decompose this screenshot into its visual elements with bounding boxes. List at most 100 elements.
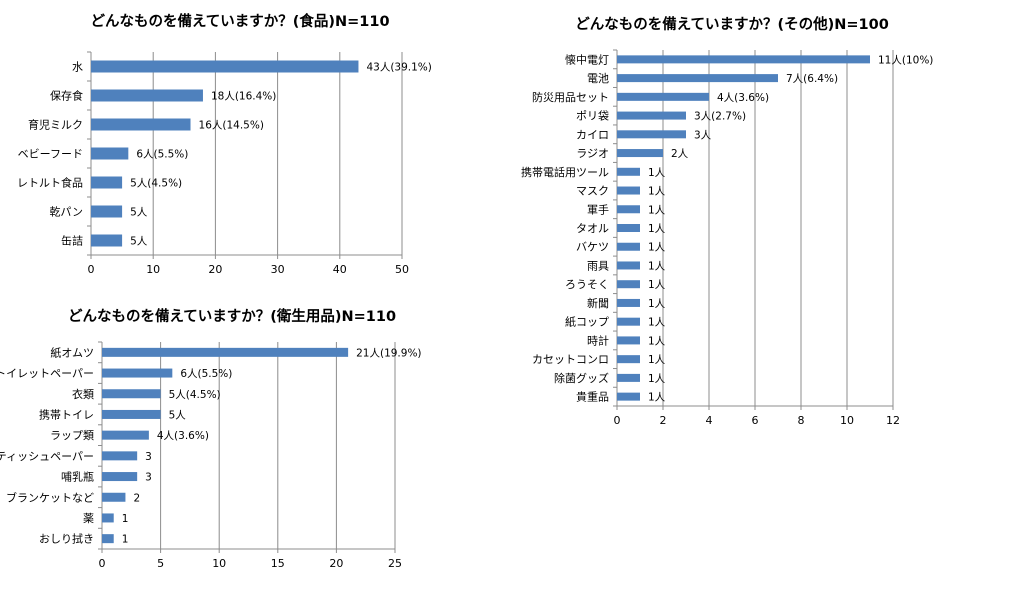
data-label: 7人(6.4%) (786, 73, 838, 85)
bar (617, 336, 640, 345)
data-label: 1人 (648, 279, 666, 291)
bar (91, 89, 203, 102)
x-tick-label: 10 (212, 557, 226, 570)
category-label: 雨具 (587, 259, 609, 272)
bar (617, 373, 640, 382)
category-label: ポリ袋 (576, 109, 609, 123)
category-label: 携帯電話用ツール (521, 165, 609, 179)
bar (91, 60, 359, 73)
bar (102, 472, 138, 482)
bar (617, 111, 686, 120)
bar (617, 205, 640, 214)
data-label: 1人 (648, 167, 666, 179)
data-label: 5人 (130, 236, 148, 248)
x-tick-label: 6 (752, 414, 759, 427)
chart-hygiene: どんなものを備えていますか？(衛生用品)N=110 0 5 10 15 20 25 紙オムツ 2… (0, 307, 422, 570)
bar (617, 392, 640, 401)
bar (617, 149, 663, 158)
category-label: 貴重品 (576, 390, 609, 404)
bar (102, 409, 161, 419)
bar (102, 347, 349, 357)
category-label: 薬 (83, 512, 94, 525)
bar (617, 298, 640, 307)
bar (617, 186, 640, 195)
category-label: カイロ (576, 128, 609, 141)
data-label: 3 (145, 451, 152, 463)
category-label: 時計 (587, 333, 609, 347)
category-label: 電池 (587, 72, 609, 85)
category-label: マスク (576, 185, 609, 198)
x-tick-label: 5 (157, 557, 164, 570)
data-label: 1人 (648, 373, 666, 385)
category-label: レトルト食品 (17, 176, 83, 190)
category-label: おしり拭き (39, 532, 94, 546)
x-tick-label: 20 (329, 557, 343, 570)
x-tick-label: 20 (208, 263, 222, 276)
category-label: 育児ミルク (28, 118, 83, 132)
category-label: 乾パン (49, 206, 83, 219)
category-label: 缶詰 (61, 234, 83, 248)
category-label: 紙オムツ (50, 345, 94, 359)
data-label: 6人(5.5%) (180, 368, 232, 380)
bar (102, 534, 114, 544)
data-label: 5人 (130, 207, 148, 219)
bar (617, 317, 640, 326)
x-tick-label: 4 (706, 414, 713, 427)
category-label: 水 (72, 61, 83, 74)
data-label: 1人 (648, 204, 666, 216)
bar (91, 147, 129, 160)
data-label: 1人 (648, 317, 666, 329)
data-label: 3 (145, 472, 152, 484)
chart-food: どんなものを備えていますか？(食品)N=110 0 10 20 30 40 50 水 43人(3… (17, 12, 432, 276)
data-label: 3人 (694, 129, 712, 141)
bar (91, 205, 123, 218)
x-tick-label: 15 (271, 557, 285, 570)
data-label: 1人 (648, 335, 666, 347)
data-label: 11人(10%) (878, 54, 933, 66)
bar (91, 176, 123, 189)
x-tick-label: 30 (271, 263, 285, 276)
data-label: 16人(14.5%) (199, 120, 264, 132)
category-label: 防災用品セット (532, 90, 609, 104)
x-tick-label: 2 (660, 414, 667, 427)
bar (102, 389, 161, 399)
category-label: 除菌グッズ (554, 371, 609, 385)
bar (617, 224, 640, 232)
bar (617, 92, 709, 101)
bar (617, 55, 870, 64)
data-label: 18人(16.4%) (211, 91, 276, 103)
chart-title: どんなものを備えていますか？(その他)N=100 (575, 15, 889, 33)
bar (102, 451, 138, 461)
data-label: 2 (133, 492, 140, 504)
category-label: 哺乳瓶 (61, 470, 94, 484)
category-label: 新聞 (587, 296, 609, 310)
category-label: ラジオ (576, 147, 609, 160)
bar (102, 430, 149, 440)
bar (617, 74, 778, 83)
category-label: ベビーフード (18, 148, 83, 161)
bar (102, 513, 114, 523)
x-tick-label: 0 (88, 263, 95, 276)
data-label: 5人(4.5%) (130, 178, 182, 190)
category-label: トイレットペーパー (0, 367, 94, 380)
data-label: 1 (122, 513, 129, 525)
data-label: 21人(19.9%) (356, 347, 421, 359)
bar (102, 368, 173, 378)
data-label: 1人 (648, 392, 666, 404)
bar (617, 167, 640, 176)
data-label: 4人(3.6%) (157, 430, 209, 442)
chart-other: どんなものを備えていますか？(その他)N=100 0 2 4 6 8 10 12 懐中電灯 11人… (521, 15, 933, 427)
category-label: 携帯トイレ (39, 407, 94, 421)
bar (617, 280, 640, 289)
chart-title: どんなものを備えていますか？(食品)N=110 (90, 12, 389, 30)
category-label: 懐中電灯 (565, 52, 609, 66)
category-label: 衣類 (72, 387, 94, 401)
x-tick-label: 25 (388, 557, 402, 570)
data-label: 1人 (648, 354, 666, 366)
bar (91, 118, 191, 131)
x-tick-label: 10 (146, 263, 160, 276)
category-label: カセットコンロ (532, 353, 609, 366)
data-label: 6人(5.5%) (136, 149, 188, 161)
category-label: バケツ (576, 241, 609, 254)
